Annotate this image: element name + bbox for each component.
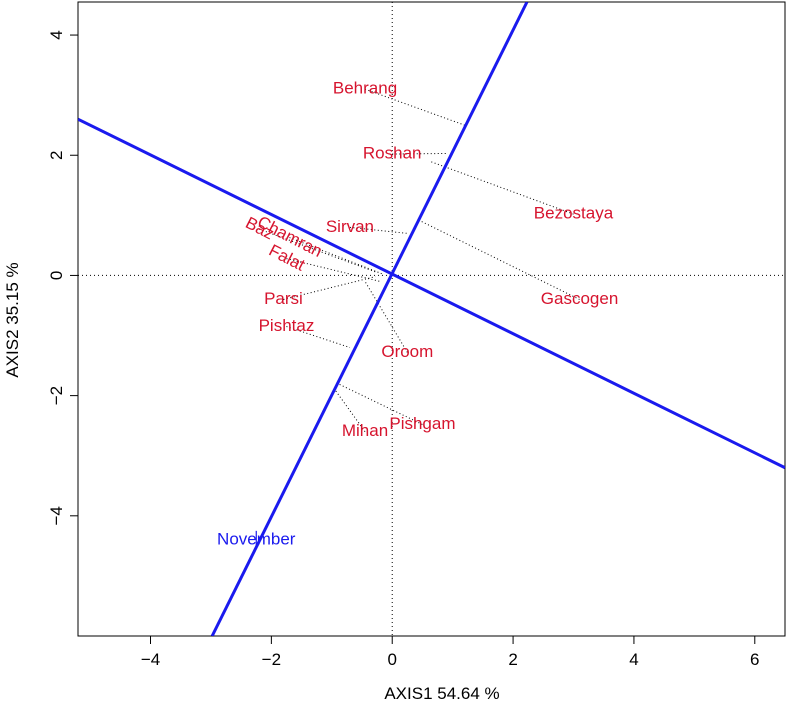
genotype-label-mihan: Mihan [342, 421, 388, 440]
axis-ticks: −4 −2 0 2 4 6 −4 −2 0 2 4 [47, 30, 760, 669]
environment-label-november: November [217, 529, 296, 548]
plot-frame [77, 1, 786, 637]
x-tick-label: 6 [750, 650, 759, 669]
x-tick-label: 2 [508, 650, 517, 669]
x-tick-label: 4 [629, 650, 638, 669]
x-tick-label: −4 [141, 650, 160, 669]
x-axis-title: AXIS1 54.64 % [384, 684, 499, 703]
y-tick-label: 2 [47, 151, 66, 160]
y-tick-label: 0 [47, 271, 66, 280]
x-tick-label: −2 [262, 650, 281, 669]
genotype-label-gascogen: Gascogen [541, 289, 619, 308]
genotype-labels: BehrangRoshanBezostayaSirvanGascogenBazC… [242, 79, 618, 441]
y-axis-title: AXIS2 35.15 % [3, 262, 22, 377]
projection-lines [259, 88, 580, 432]
genotype-label-roshan: Roshan [363, 144, 422, 163]
biplot-axis-line-2 [210, 2, 529, 636]
projection-line-pishtaz [286, 326, 351, 349]
reference-lines [78, 2, 785, 636]
y-tick-label: 4 [47, 30, 66, 39]
projection-line-behrang [364, 88, 465, 126]
projection-line-gascogen [421, 220, 580, 300]
genotype-label-oroom: Oroom [381, 342, 433, 361]
genotype-label-parsi: Parsi [264, 289, 303, 308]
y-tick-label: −2 [47, 386, 66, 405]
genotype-label-bezostaya: Bezostaya [534, 204, 614, 223]
genotype-label-pishgam: Pishgam [389, 414, 455, 433]
genotype-label-pishtaz: Pishtaz [259, 316, 315, 335]
biplot-axis-lines [78, 2, 785, 636]
projection-line-sirvan [349, 226, 408, 234]
y-tick-label: −4 [47, 506, 66, 525]
genotype-label-sirvan: Sirvan [326, 217, 374, 236]
genotype-label-behrang: Behrang [333, 79, 397, 98]
environment-labels: November [217, 529, 296, 548]
biplot-axis-line-1 [78, 117, 785, 470]
x-tick-label: 0 [387, 650, 396, 669]
plot-frame-group [77, 1, 786, 637]
